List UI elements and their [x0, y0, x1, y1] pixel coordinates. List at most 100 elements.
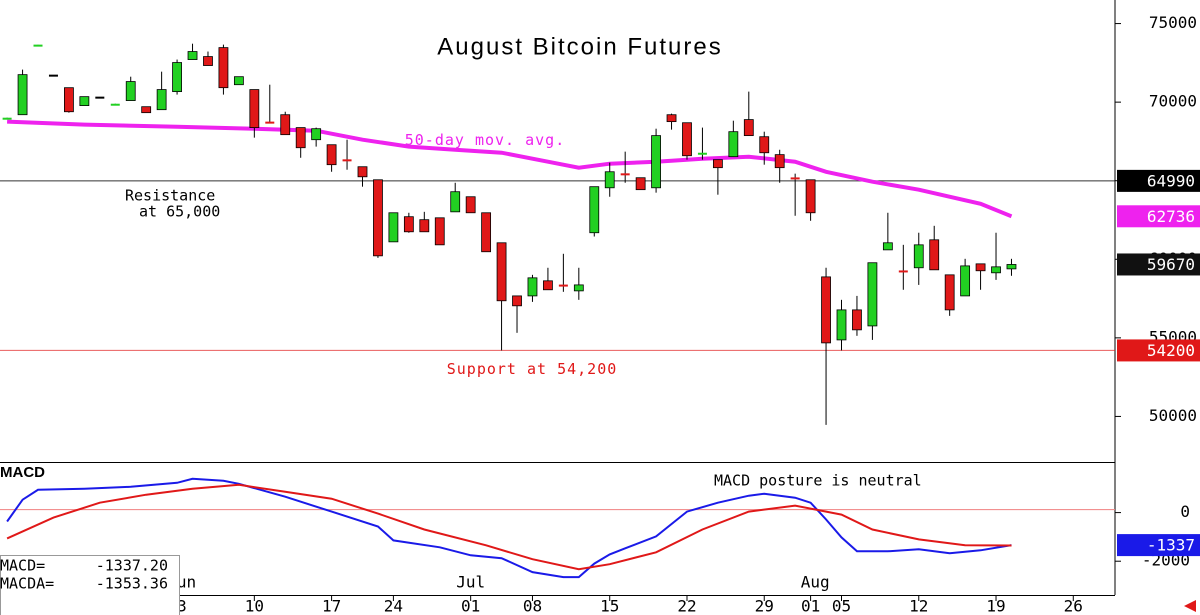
x-tick-label: 29	[755, 597, 774, 615]
value-box	[1117, 253, 1200, 276]
candle-body	[573, 284, 584, 292]
candle-body	[929, 239, 940, 271]
x-tick-label: 01	[801, 597, 820, 615]
legend-value: -1353.36	[96, 575, 168, 593]
candle-body	[172, 62, 182, 93]
candle-body	[666, 114, 677, 123]
scroll-arrow[interactable]	[1184, 600, 1196, 612]
x-tick-label: 22	[677, 597, 696, 615]
value-box-label: 62736	[1147, 207, 1195, 226]
candle-body	[512, 295, 522, 307]
x-tick-label: 05	[832, 597, 851, 615]
candle-body	[326, 144, 337, 166]
level-annotation: at 65,000	[139, 202, 220, 220]
macd-line	[6, 477, 1012, 579]
month-label: Aug	[801, 573, 830, 592]
value-box	[1117, 169, 1200, 192]
candle-body	[527, 277, 538, 297]
candle-body	[450, 191, 461, 213]
candle-body	[249, 89, 260, 128]
candle-body	[682, 122, 692, 157]
legend-value: -1337.20	[96, 557, 168, 575]
legend-name: MACDA=	[0, 575, 54, 593]
candle-body	[774, 154, 785, 169]
candle-body	[187, 51, 198, 60]
candle-body	[728, 131, 739, 158]
value-box	[1117, 339, 1200, 362]
candle-body	[17, 74, 28, 116]
candle-body	[882, 242, 893, 251]
candle-body	[790, 177, 800, 180]
y-tick-label: 75000	[1149, 13, 1197, 32]
candle-body	[156, 89, 167, 111]
legend-name: MACD=	[0, 557, 45, 575]
x-tick-label: 10	[245, 597, 264, 615]
candle-body	[960, 265, 971, 297]
x-tick-label: 12	[909, 597, 928, 615]
candle-body	[48, 74, 58, 77]
y-tick-label: 70000	[1149, 92, 1197, 111]
candle-body	[280, 114, 291, 136]
macd-title: MACD	[0, 464, 45, 481]
candle-body	[79, 96, 90, 107]
candle-body	[759, 136, 770, 154]
x-tick-label: 19	[986, 597, 1005, 615]
x-tick-label: 17	[322, 597, 341, 615]
y-tick-label: 0	[1180, 502, 1190, 521]
candle-body	[975, 263, 986, 272]
candle-body	[852, 309, 862, 331]
candle-body	[697, 152, 707, 155]
candle-body	[218, 47, 229, 89]
candle-body	[496, 242, 507, 302]
candle-body	[141, 106, 152, 114]
value-box	[1117, 534, 1200, 557]
candle-body	[311, 128, 322, 141]
candle-body	[481, 212, 492, 253]
level-annotation: Support at 54,200	[447, 360, 618, 378]
candle-body	[898, 270, 908, 273]
y-tick-label: 50000	[1149, 406, 1197, 425]
candle-body	[357, 166, 368, 178]
x-tick-label: 01	[461, 597, 480, 615]
candle-body	[64, 87, 74, 113]
candle-body	[110, 103, 120, 106]
candle-body	[604, 171, 615, 189]
candle-body	[265, 121, 275, 124]
candle-body	[125, 81, 136, 101]
value-box-label: 54200	[1147, 341, 1195, 360]
candle-body	[2, 117, 12, 120]
candle-body	[1006, 264, 1017, 270]
value-box-label: -1337	[1147, 536, 1195, 555]
x-tick-label: 08	[523, 597, 542, 615]
candle-body	[543, 280, 553, 291]
candle-body	[419, 219, 430, 233]
level-annotation: Resistance	[125, 186, 215, 204]
candle-body	[635, 177, 646, 191]
candle-body	[620, 173, 630, 176]
candle-body	[651, 135, 661, 189]
candle-body	[913, 244, 924, 269]
candle-body	[342, 159, 352, 162]
candle-body	[373, 179, 383, 257]
candle-body	[203, 56, 213, 66]
candle-body	[388, 212, 399, 243]
value-box	[1117, 205, 1200, 228]
candle-body	[991, 266, 1001, 274]
chart-title: August Bitcoin Futures	[437, 33, 722, 60]
candle-body	[867, 262, 878, 327]
value-box-label: 59670	[1147, 255, 1195, 274]
candle-body	[233, 76, 244, 86]
candle-body	[403, 216, 414, 233]
candle-body	[295, 127, 306, 149]
series-label: 50-day mov. avg.	[405, 131, 566, 149]
candle-body	[33, 44, 43, 47]
candle-body	[558, 284, 568, 287]
candle-body	[743, 119, 754, 137]
moving-average	[7, 119, 1013, 219]
annotation: MACD posture is neutral	[714, 472, 922, 490]
x-tick-label: 26	[1064, 597, 1083, 615]
legend-box	[0, 555, 180, 615]
candle-body	[434, 217, 445, 246]
